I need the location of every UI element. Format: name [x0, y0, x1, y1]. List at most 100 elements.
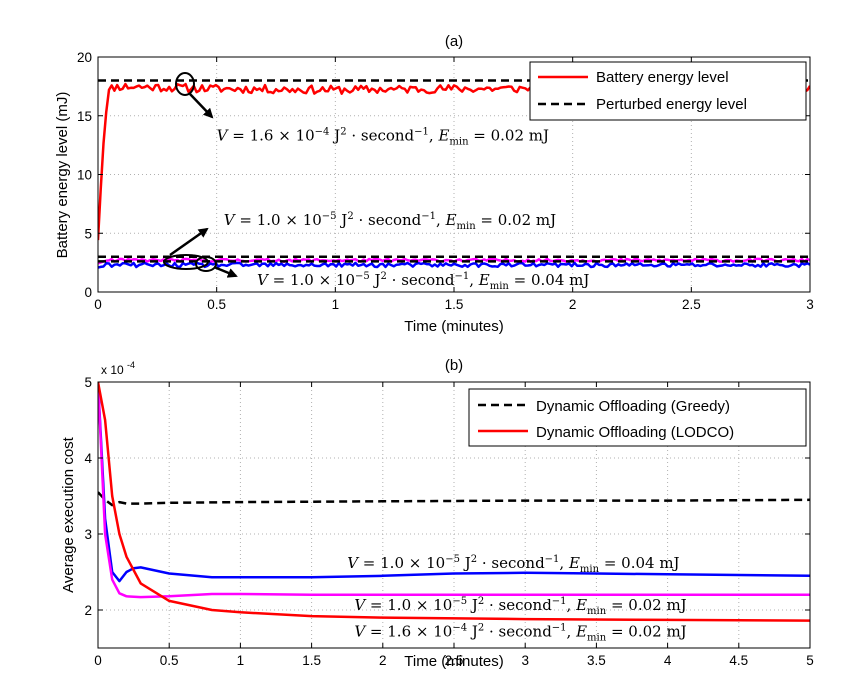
chart-a-annotation-0-coef: = 1.6 × 10 [228, 126, 315, 144]
chart-a-ylabel-text: Battery energy level (mJ) [54, 92, 71, 259]
chart-a-xtick-label-5: 2.5 [682, 297, 701, 312]
chart-a-xtick-label-0: 0 [94, 297, 102, 312]
chart-b-annotation-2-exp: −4 [452, 623, 467, 634]
chart-b-annotation-1-unit-s-exp: −1 [552, 596, 567, 607]
chart-b-series-1 [98, 382, 810, 583]
chart-a-marker-arrow-1 [189, 93, 214, 119]
chart-a-xlabel-text: Time (minutes) [404, 318, 503, 335]
chart-a-annotation-0-e: E [437, 126, 449, 144]
chart-b-annotation-1-exp: −5 [452, 596, 467, 607]
chart-b-annotation-0-exp: −5 [445, 554, 460, 565]
chart-b-annotation-2-unit-j-exp: 2 [478, 623, 484, 634]
chart-b-xtick-label-5: 2.5 [445, 653, 464, 668]
chart-b-annotation-0: V = 1.0 × 10−5 J2 · second−1, Emin = 0.0… [347, 554, 679, 575]
chart-b-xtick-label-1: 0.5 [160, 653, 179, 668]
chart-b-annotation-1-coef: = 1.0 × 10 [365, 596, 452, 614]
chart-a-annotation-2-emin: = 0.04 mJ [509, 271, 590, 289]
chart-b-xtick-label-9: 4.5 [729, 653, 748, 668]
chart-b-ytick-label-0: 2 [84, 603, 92, 618]
chart-a-annotation-1-min: min [457, 221, 477, 232]
chart-b-xlabel-text: Time (minutes) [404, 653, 503, 670]
chart-a-annotation-0-sep: , [429, 126, 439, 144]
chart-b-annotation-1-unit-j: J [467, 596, 478, 614]
chart-b-annotation-2-unit-s: · second [484, 623, 552, 641]
chart-b-xlabel: Time (minutes) [404, 653, 503, 670]
chart-b-annotation-1: V = 1.0 × 10−5 J2 · second−1, Emin = 0.0… [354, 596, 686, 617]
chart-b-annotation-1-unit-s: · second [484, 596, 552, 614]
chart-a-annotation-2-unit-j: J [370, 271, 381, 289]
chart-a-ticks: 0 0.5 1 1.5 2 2.5 3 0 5 10 15 20 [77, 50, 814, 312]
chart-b-multiplier-exp: -4 [127, 360, 135, 370]
chart-b-ticks: 0 0.5 1 1.5 2 2.5 3 3.5 4 4.5 5 2 3 4 5 [84, 375, 813, 668]
chart-b-annotation-1-var: V [354, 596, 367, 614]
chart-a-annotation-2-e: E [478, 271, 490, 289]
chart-b-annotation-2-coef: = 1.6 × 10 [365, 623, 452, 641]
chart-b-annotation-2-emin: = 0.02 mJ [606, 623, 687, 641]
chart-b-annotation-1-min: min [587, 606, 607, 617]
chart-a-ytick-label-1: 5 [84, 226, 92, 241]
chart-a-marker-arrow-2 [169, 227, 209, 257]
chart-b-annotation-0-var: V [347, 554, 360, 572]
chart-b-annotation-2-e: E [575, 623, 587, 641]
chart-b-annotation-0-unit-s: · second [477, 554, 545, 572]
chart-a: (a) 0 0.5 1 1.5 2 2.5 3 0 5 10 15 20 Time (minutes)… [54, 33, 814, 335]
chart-a-legend-label-1: Perturbed energy level [596, 96, 747, 113]
chart-b: (b) 0 0.5 1 1.5 2 2.5 3 3.5 4 4.5 5 2 3 4 5 x 10 -4 Ti… [60, 357, 814, 670]
chart-b-ytick-label-3: 5 [84, 375, 92, 390]
chart-b-annotation-0-min: min [580, 564, 600, 575]
chart-b-xtick-label-6: 3 [521, 653, 529, 668]
chart-a-legend: Battery energy level Perturbed energy le… [529, 61, 807, 121]
chart-a-legend-label-0: Battery energy level [596, 69, 729, 86]
chart-a-annotation-2-min: min [490, 281, 510, 292]
chart-a-annotation-0-unit-s-exp: −1 [414, 126, 429, 137]
chart-a-legend-box [529, 61, 807, 121]
chart-b-annotation-0-unit-j: J [460, 554, 471, 572]
chart-a-annotation-0-var: V [217, 126, 230, 144]
chart-a-title: (a) [445, 33, 463, 50]
chart-a-ytick-label-0: 0 [84, 285, 92, 300]
chart-a-grid [98, 57, 810, 292]
chart-b-annotation-0-e: E [568, 554, 580, 572]
chart-a-annotation-1-unit-j: J [337, 211, 348, 229]
chart-a-annotation-0-unit-j-exp: 2 [340, 126, 346, 137]
chart-a-annotation-2-unit-s-exp: −1 [454, 271, 469, 282]
chart-a-annotations: V = 1.6 × 10−4 J2 · second−1, Emin = 0.0… [217, 126, 590, 292]
chart-b-annotation-0-emin: = 0.04 mJ [599, 554, 680, 572]
chart-b-annotation-1-e: E [575, 596, 587, 614]
chart-b-multiplier-base: x 10 [101, 363, 124, 377]
chart-b-ytick-label-2: 4 [84, 451, 92, 466]
chart-a-annotation-0: V = 1.6 × 10−4 J2 · second−1, Emin = 0.0… [217, 126, 549, 147]
chart-b-xtick-label-4: 2 [379, 653, 387, 668]
chart-b-annotation-1-unit-j-exp: 2 [478, 596, 484, 607]
chart-a-xtick-label-2: 1 [332, 297, 340, 312]
chart-a-annotation-0-exp: −4 [315, 126, 330, 137]
chart-a-marker-arrow-3 [213, 265, 238, 278]
chart-b-annotation-0-unit-j-exp: 2 [471, 554, 477, 565]
chart-a-marker-ellipse-2 [163, 254, 209, 270]
chart-a-ytick-label-4: 20 [77, 50, 92, 65]
chart-b-xtick-label-8: 4 [664, 653, 672, 668]
chart-a-annotation-1-unit-j-exp: 2 [347, 211, 353, 222]
chart-a-xtick-label-4: 2 [569, 297, 577, 312]
chart-a-annotation-markers [163, 72, 238, 278]
chart-b-xtick-label-2: 1 [237, 653, 245, 668]
chart-b-annotation-1-emin: = 0.02 mJ [606, 596, 687, 614]
chart-b-annotation-0-coef: = 1.0 × 10 [358, 554, 445, 572]
chart-b-annotation-2-var: V [354, 623, 367, 641]
chart-a-marker-ellipse-3 [195, 256, 217, 272]
chart-a-annotation-2-exp: −5 [355, 271, 370, 282]
chart-b-annotation-0-unit-s-exp: −1 [545, 554, 560, 565]
chart-a-annotation-2-unit-s: · second [387, 271, 455, 289]
chart-b-title: (b) [445, 357, 463, 374]
chart-a-annotation-0-min: min [449, 136, 469, 147]
chart-a-annotation-1-sep: , [436, 211, 446, 229]
chart-a-annotation-1-exp: −5 [322, 211, 337, 222]
chart-a-annotation-1-e: E [445, 211, 457, 229]
chart-b-xtick-label-7: 3.5 [587, 653, 606, 668]
chart-a-annotation-1-coef: = 1.0 × 10 [235, 211, 322, 229]
chart-b-legend-label-1: Dynamic Offloading (LODCO) [536, 424, 734, 441]
chart-a-annotation-0-emin: = 0.02 mJ [469, 126, 550, 144]
chart-a-xlabel: Time (minutes) [404, 318, 503, 335]
chart-b-xtick-label-10: 5 [806, 653, 814, 668]
chart-b-ylabel: Average execution cost [60, 436, 77, 592]
